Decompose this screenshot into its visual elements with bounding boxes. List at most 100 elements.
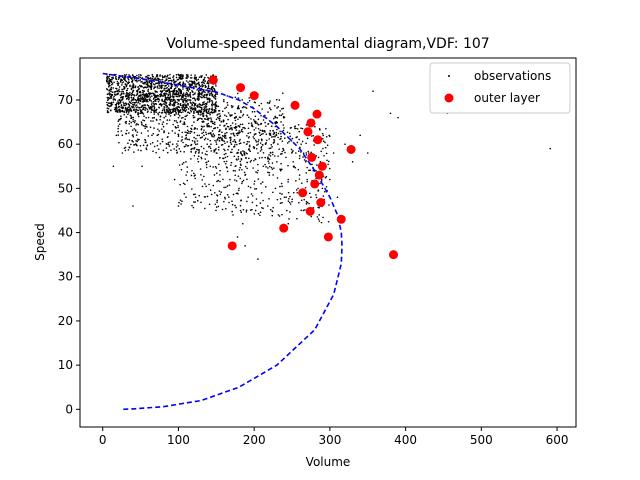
- observation-point: [200, 109, 203, 111]
- observation-point: [206, 108, 208, 111]
- observation-point: [144, 138, 146, 141]
- observation-point: [146, 144, 149, 147]
- observation-point: [254, 122, 257, 124]
- observation-point: [117, 93, 119, 95]
- observation-point: [204, 158, 207, 160]
- observation-point: [193, 131, 196, 134]
- observation-point: [270, 166, 273, 169]
- observation-point: [123, 110, 125, 113]
- observation-point: [234, 112, 236, 115]
- observation-point: [197, 118, 199, 120]
- observation-point: [208, 183, 210, 186]
- observation-point: [107, 111, 110, 113]
- observation-point: [134, 101, 137, 104]
- observation-point: [179, 111, 181, 113]
- observation-point: [181, 131, 184, 134]
- observation-point: [165, 111, 167, 113]
- observation-point: [148, 93, 151, 96]
- observation-point: [183, 98, 185, 100]
- observation-point: [134, 79, 137, 82]
- observation-point: [168, 109, 171, 111]
- observation-point: [134, 86, 137, 89]
- observation-point: [130, 115, 132, 117]
- outer-layer-point: [316, 198, 326, 208]
- observation-point: [184, 138, 187, 140]
- observation-point: [224, 149, 226, 152]
- observation-point: [120, 117, 122, 120]
- observation-point: [111, 78, 113, 81]
- legend-box: [429, 62, 571, 114]
- observation-point: [178, 115, 181, 117]
- observation-point: [208, 145, 211, 148]
- observation-point: [141, 123, 143, 126]
- outer-layer-point: [236, 83, 246, 93]
- observation-point: [252, 136, 255, 138]
- observation-point: [310, 151, 312, 154]
- observation-point: [151, 117, 154, 119]
- observation-point: [192, 97, 194, 100]
- observation-point: [112, 101, 115, 104]
- observation-point: [289, 211, 291, 213]
- observation-point: [177, 78, 180, 81]
- observation-point: [141, 105, 143, 108]
- observation-point: [121, 79, 123, 82]
- observation-point: [163, 76, 165, 78]
- observation-point: [145, 141, 147, 143]
- observation-point: [189, 109, 192, 112]
- observation-point: [232, 214, 234, 216]
- observation-point: [108, 92, 111, 94]
- observation-point: [128, 139, 131, 141]
- observation-point: [264, 156, 267, 159]
- observation-point: [279, 153, 282, 155]
- observation-point: [139, 79, 142, 81]
- x-tick-label: 300: [318, 433, 341, 447]
- observation-point: [169, 101, 171, 104]
- observation-point: [240, 111, 242, 114]
- observation-point: [153, 109, 156, 112]
- observation-point: [210, 120, 212, 123]
- observation-point: [205, 133, 208, 136]
- observation-point: [237, 175, 240, 178]
- observation-point: [149, 86, 152, 89]
- observation-point: [275, 134, 278, 136]
- observation-point: [128, 97, 130, 99]
- observation-point: [127, 111, 130, 114]
- observation-point: [196, 97, 199, 100]
- observation-point: [154, 100, 157, 102]
- observation-point: [158, 84, 160, 86]
- observation-point: [247, 148, 250, 151]
- observation-point: [205, 131, 207, 134]
- observation-point: [199, 85, 202, 88]
- observation-point: [264, 125, 267, 127]
- observation-point: [137, 123, 140, 126]
- observation-point: [246, 200, 248, 203]
- observation-point: [111, 91, 114, 94]
- observation-point: [161, 103, 163, 106]
- observation-point: [249, 209, 252, 211]
- observation-point: [215, 206, 218, 208]
- observation-point: [253, 110, 256, 113]
- observation-point: [206, 153, 208, 156]
- x-axis: 0 100 200 300 400 500 600: [99, 427, 569, 447]
- observation-point: [162, 95, 164, 97]
- observation-point: [145, 80, 148, 83]
- observation-point: [165, 143, 168, 145]
- y-tick-label: 20: [58, 314, 73, 328]
- observation-point: [255, 171, 257, 173]
- observation-point: [125, 89, 128, 92]
- observation-point: [288, 218, 290, 220]
- observation-point: [168, 77, 170, 79]
- observation-point: [242, 113, 245, 116]
- observation-point: [214, 107, 217, 110]
- observation-point: [125, 122, 127, 125]
- observation-point: [245, 107, 248, 109]
- observation-point: [211, 99, 213, 102]
- observation-point: [132, 205, 134, 207]
- observation-point: [234, 179, 236, 181]
- observation-point: [138, 88, 140, 91]
- observation-point: [208, 132, 210, 135]
- observation-point: [239, 163, 242, 165]
- observation-point: [106, 99, 109, 102]
- observation-point: [148, 80, 151, 82]
